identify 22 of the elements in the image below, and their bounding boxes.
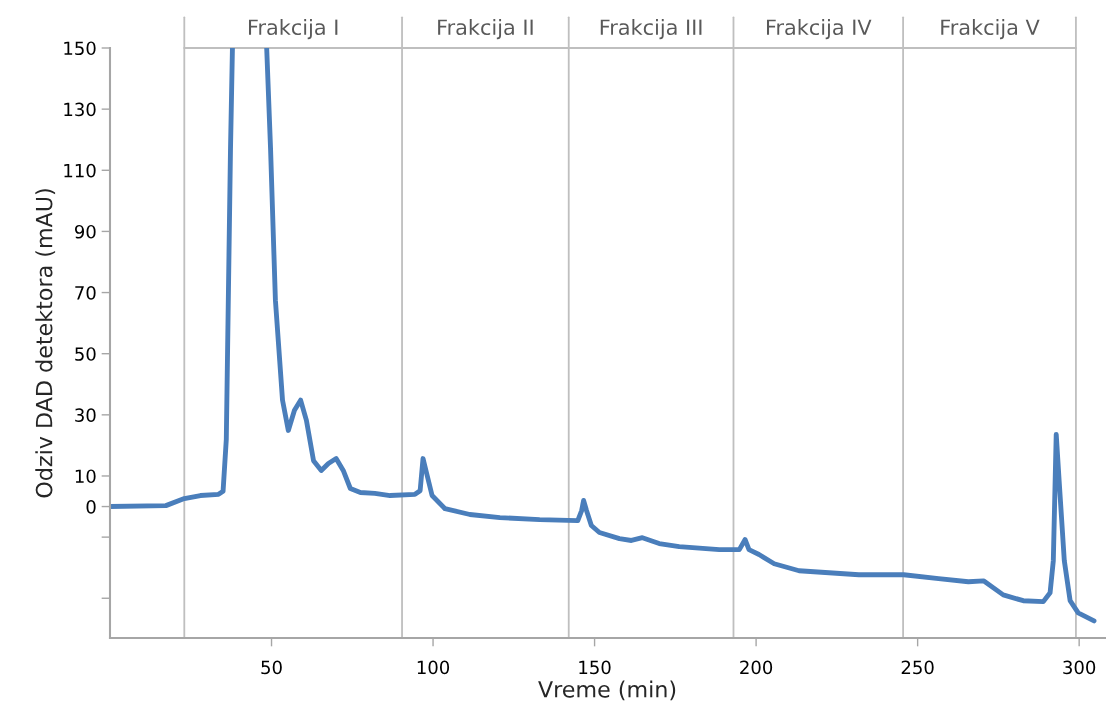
y-axis-title: Odziv DAD detektora (mAU) (35, 189, 56, 498)
y-tick-label: 10 (75, 469, 96, 484)
text: Frakcija I (249, 18, 338, 40)
x-tick-label: 100 (417, 660, 450, 675)
text: Frakcija IV (766, 18, 872, 40)
x-tick-label: 200 (740, 660, 773, 675)
y-tick-label: 110 (64, 163, 96, 178)
text: Frakcija V (941, 18, 1040, 40)
y-tick-label: 90 (74, 224, 96, 239)
x-tick-label: 250 (901, 660, 934, 675)
x-tick-label: 150 (579, 660, 611, 675)
y-tick-label: 150 (64, 41, 96, 56)
y-tick-label: 50 (75, 347, 96, 361)
x-axis-title: Vreme (min) (538, 680, 676, 701)
y-tick-label: 30 (75, 408, 96, 422)
y-tick-label: 130 (64, 102, 96, 117)
text: Frakcija III (600, 18, 702, 40)
y-tick-label: 70 (75, 286, 96, 300)
x-tick-label: 300 (1063, 660, 1096, 675)
text: Frakcija II (438, 18, 533, 40)
x-tick-label: 50 (261, 660, 282, 675)
y-tick-label: 0 (86, 500, 96, 514)
